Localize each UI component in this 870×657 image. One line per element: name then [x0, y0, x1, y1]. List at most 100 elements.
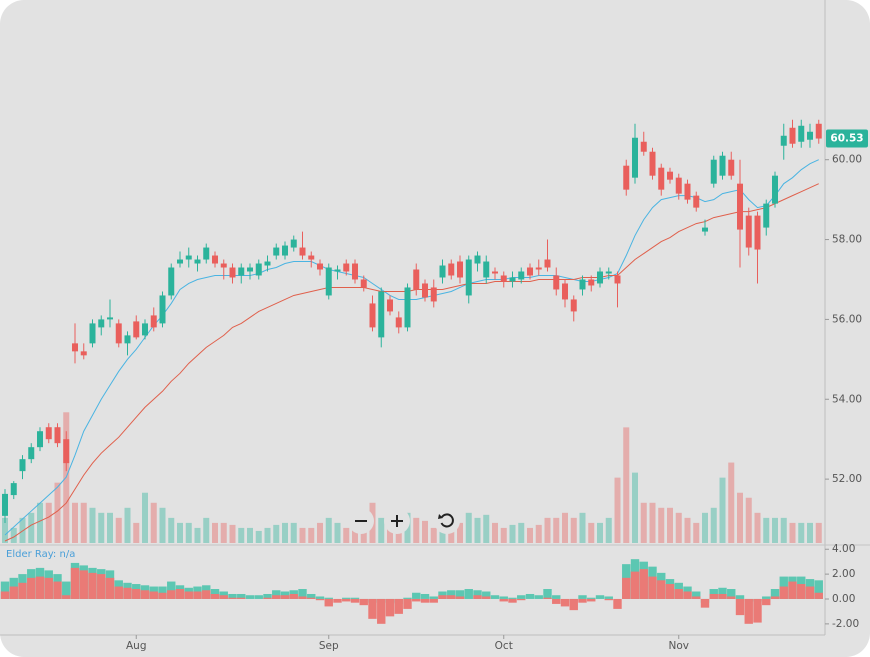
- candle-body: [579, 279, 586, 290]
- indicator-bar: [62, 595, 71, 599]
- candle-body: [325, 267, 332, 296]
- candle-body: [492, 271, 498, 274]
- indicator-bar: [587, 597, 596, 599]
- volume-bar: [422, 520, 428, 543]
- indicator-bar: [298, 589, 307, 599]
- volume-bar: [220, 522, 227, 543]
- indicator-bar: [403, 598, 412, 609]
- indicator-bar: [350, 597, 360, 599]
- volume-bar: [693, 522, 700, 543]
- indicator-bar: [237, 597, 246, 599]
- candle-body: [229, 267, 236, 278]
- indicator-bar: [44, 577, 53, 599]
- candle-body: [772, 175, 778, 204]
- volume-bar: [579, 512, 586, 543]
- indicator-bar: [184, 591, 193, 599]
- candle-body: [527, 267, 533, 276]
- volume-bar: [667, 507, 673, 543]
- y-tick-label: 60.00: [832, 154, 862, 166]
- candle-body: [194, 259, 201, 264]
- indicator-bar: [692, 596, 701, 599]
- volume-bar: [133, 522, 140, 543]
- zoom-in-button[interactable]: [384, 508, 410, 534]
- candle-body: [203, 247, 210, 260]
- volume-bar: [142, 492, 148, 543]
- volume-bar: [457, 522, 463, 543]
- indicator-bar: [534, 595, 543, 599]
- candle-body: [684, 183, 691, 200]
- candle-body: [798, 125, 805, 142]
- indicator-bar: [814, 592, 823, 599]
- volume-bar: [745, 497, 752, 543]
- indicator-bar: [700, 598, 710, 608]
- indicator-bar: [578, 598, 587, 603]
- candle-body: [89, 323, 96, 344]
- candle-body: [37, 431, 43, 448]
- indicator-bar: [105, 577, 115, 599]
- indicator-bar: [438, 595, 447, 599]
- volume-bar: [282, 522, 288, 543]
- indicator-bar: [482, 591, 491, 599]
- last-price-box: [826, 129, 868, 148]
- candle-body: [562, 283, 568, 300]
- candle-body: [535, 267, 542, 270]
- indicator-bar: [429, 596, 438, 599]
- volume-bar: [177, 522, 183, 543]
- candle-body: [710, 159, 717, 184]
- indicator-bar: [123, 587, 132, 599]
- indicator-bar: [595, 595, 605, 599]
- indicator-bar: [62, 581, 71, 599]
- candle-body: [255, 263, 262, 276]
- volume-bar: [203, 517, 210, 543]
- indicator-tick-label: 4.00: [832, 543, 855, 555]
- indicator-tick-label: -2.00: [832, 618, 859, 630]
- zoom-out-button[interactable]: [348, 508, 374, 534]
- volume-bar: [28, 512, 35, 543]
- volume-bar: [465, 512, 472, 543]
- candle-body: [273, 247, 280, 256]
- volume-bar: [544, 517, 551, 543]
- candle-body: [317, 263, 323, 270]
- indicator-bar: [88, 572, 97, 599]
- indicator-bar: [718, 593, 727, 599]
- indicator-bar: [508, 597, 517, 599]
- volume-bar: [212, 522, 218, 543]
- volume-bar: [290, 522, 297, 543]
- x-tick-label: Aug: [126, 640, 147, 652]
- label-layer: 60.53: [826, 129, 868, 148]
- volume-bar: [719, 477, 726, 543]
- candle-body: [667, 171, 673, 180]
- indicator-bar: [630, 571, 640, 599]
- candle-body: [457, 261, 463, 278]
- indicator-bar: [464, 589, 473, 599]
- volume-bar: [509, 524, 516, 543]
- indicator-bar: [394, 598, 403, 614]
- candle-body: [369, 303, 376, 328]
- volume-bar: [124, 507, 131, 543]
- candle-body: [80, 351, 87, 356]
- indicator-tick-label: 2.00: [832, 568, 855, 580]
- reset-button[interactable]: [434, 508, 460, 534]
- volume-bar: [150, 502, 157, 543]
- indicator-bar: [447, 595, 456, 599]
- indicator-bar: [674, 589, 683, 599]
- candle-body: [107, 317, 113, 320]
- indicator-bar: [70, 567, 80, 599]
- indicator-bar: [254, 595, 263, 599]
- candle-body: [702, 227, 708, 232]
- volume-bar: [483, 514, 490, 543]
- candle-body: [282, 245, 288, 256]
- y-tick-label: 58.00: [832, 234, 862, 246]
- candle-body: [177, 259, 183, 264]
- button-bg[interactable]: [434, 508, 460, 534]
- indicator-bar: [0, 591, 10, 599]
- indicator-bar: [202, 590, 211, 599]
- indicator-bar: [114, 586, 123, 599]
- volume-bar: [605, 517, 612, 543]
- last-price-label: 60.53: [830, 133, 863, 145]
- indicator-bar: [368, 598, 377, 619]
- indicator-bar: [420, 593, 430, 599]
- candle-body: [448, 263, 455, 276]
- volume-bar: [273, 524, 280, 543]
